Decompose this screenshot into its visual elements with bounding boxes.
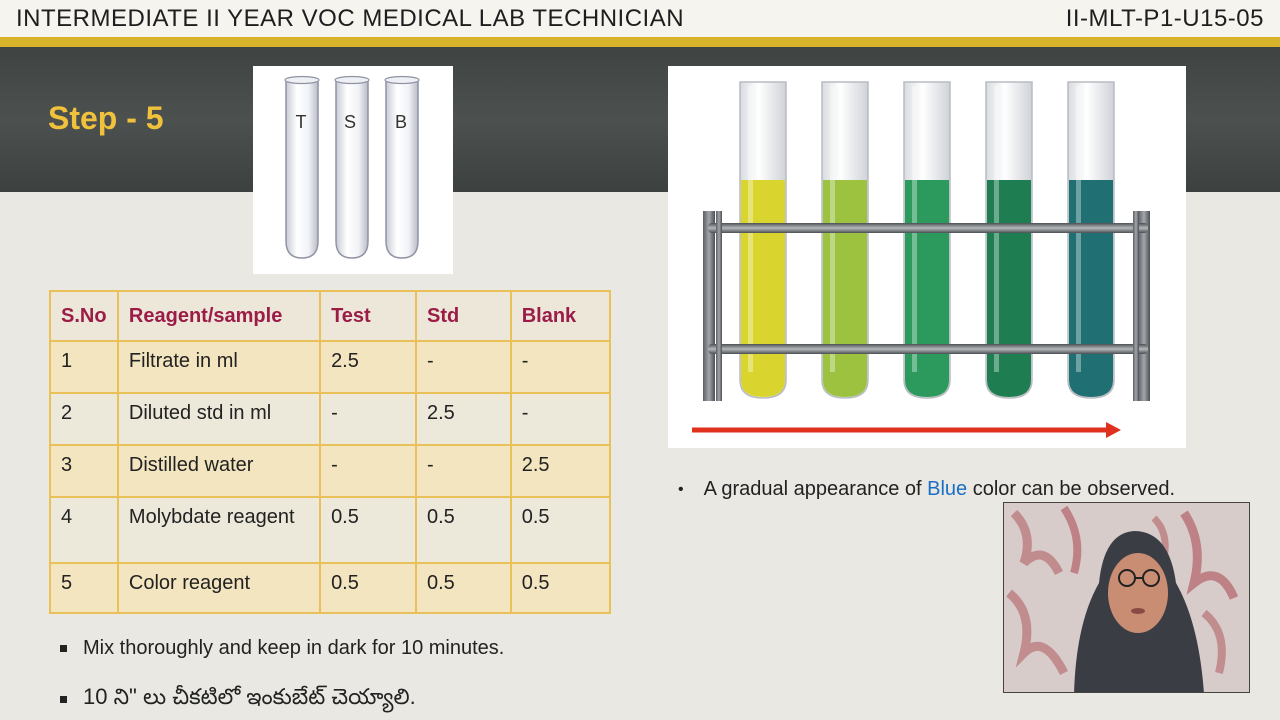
module-code: II-MLT-P1-U15-05 — [1065, 5, 1264, 32]
labelled-test-tubes-image: T S B — [253, 66, 453, 274]
note-telugu: 10 ని" లు చీకటిలో ఇంకుబేట్ చెయ్యాలి. — [60, 684, 416, 715]
rack-tube — [739, 81, 787, 399]
observation-text-end: color can be observed. — [967, 478, 1176, 500]
rack-left-post — [703, 211, 715, 401]
rack-right-post — [1138, 211, 1150, 401]
tube-b — [384, 75, 420, 259]
note-mix-text: Mix thoroughly and keep in dark for 10 m… — [83, 637, 505, 659]
cell-sno: 4 — [49, 496, 119, 564]
rack-left-post-front — [716, 211, 722, 401]
presenter-mouth — [1131, 608, 1145, 614]
dot-bullet-icon: • — [678, 480, 684, 498]
presenter-webcam — [1003, 502, 1250, 693]
note-telugu-text: 10 ని" లు చీకటిలో ఇంకుబేట్ చెయ్యాలి. — [83, 684, 416, 709]
cell-test: 2.5 — [319, 340, 417, 394]
course-title: INTERMEDIATE II YEAR VOC MEDICAL LAB TEC… — [16, 5, 685, 32]
rack-tubes — [739, 81, 1115, 399]
observation-blue-word: Blue — [927, 478, 968, 500]
tube-liquid — [987, 180, 1031, 397]
rack-top-bar — [708, 223, 1148, 233]
reagent-table: S.No Reagent/sample Test Std Blank 1 Fil… — [49, 290, 612, 614]
rack-right-post-front — [1133, 211, 1139, 401]
test-tubes-illustration: T S B — [284, 75, 420, 259]
cell-std: 0.5 — [414, 562, 512, 614]
rack-middle-bar — [708, 344, 1148, 354]
tube-t — [284, 75, 320, 259]
color-gradient-tubes-image — [668, 66, 1186, 448]
tube-s — [334, 75, 370, 259]
cell-blank: - — [509, 392, 612, 446]
cell-reagent: Color reagent — [116, 562, 322, 614]
tube-label-test: T — [296, 112, 307, 132]
table-header-row: S.No Reagent/sample Test Std Blank — [49, 290, 612, 342]
cell-sno: 1 — [49, 340, 119, 394]
header-reagent: Reagent/sample — [116, 290, 322, 342]
gold-divider — [0, 37, 1280, 47]
tube-rack-illustration — [692, 81, 1150, 438]
table-row: 2 Diluted std in ml - 2.5 - — [49, 392, 612, 446]
cell-reagent: Diluted std in ml — [116, 392, 322, 446]
tube-label-blank: B — [395, 112, 407, 132]
step-title: Step - 5 — [48, 100, 164, 136]
header-blank: Blank — [509, 290, 612, 342]
cell-sno: 2 — [49, 392, 119, 446]
cell-std: 0.5 — [414, 496, 512, 564]
tube-label-standard: S — [344, 112, 356, 132]
tube-liquid — [741, 180, 785, 397]
cell-std: - — [414, 340, 512, 394]
header-test: Test — [319, 290, 417, 342]
tube-liquid — [1069, 180, 1113, 397]
cell-test: - — [319, 444, 417, 498]
cell-blank: 2.5 — [509, 444, 612, 498]
table-row: 3 Distilled water - - 2.5 — [49, 444, 612, 498]
cell-reagent: Distilled water — [116, 444, 322, 498]
cell-blank: 0.5 — [509, 562, 612, 614]
presenter-video-feed — [1004, 503, 1249, 692]
presenter-face — [1108, 553, 1168, 633]
tube-liquid — [905, 180, 949, 397]
cell-test: 0.5 — [319, 496, 417, 564]
cell-blank: - — [509, 340, 612, 394]
header-sno: S.No — [49, 290, 119, 342]
cell-test: - — [319, 392, 417, 446]
cell-sno: 5 — [49, 562, 119, 614]
note-observation: • A gradual appearance of Blue color can… — [678, 478, 1175, 501]
cell-sno: 3 — [49, 444, 119, 498]
square-bullet-icon — [60, 645, 67, 652]
note-mix: Mix thoroughly and keep in dark for 10 m… — [60, 637, 504, 660]
square-bullet-icon — [60, 696, 67, 703]
header-bar: INTERMEDIATE II YEAR VOC MEDICAL LAB TEC… — [0, 0, 1280, 38]
header-std: Std — [414, 290, 512, 342]
table-row: 4 Molybdate reagent 0.5 0.5 0.5 — [49, 496, 612, 564]
cell-reagent: Molybdate reagent — [116, 496, 322, 564]
cell-test: 0.5 — [319, 562, 417, 614]
cell-std: 2.5 — [414, 392, 512, 446]
table-row: 1 Filtrate in ml 2.5 - - — [49, 340, 612, 394]
table-row: 5 Color reagent 0.5 0.5 0.5 — [49, 562, 612, 614]
observation-text-start: A gradual appearance of — [703, 478, 928, 500]
curtain-pattern — [1006, 505, 1239, 676]
cell-blank: 0.5 — [509, 496, 612, 564]
cell-reagent: Filtrate in ml — [116, 340, 322, 394]
cell-std: - — [414, 444, 512, 498]
gradient-arrow-head — [1106, 422, 1121, 438]
tube-liquid — [823, 180, 867, 397]
